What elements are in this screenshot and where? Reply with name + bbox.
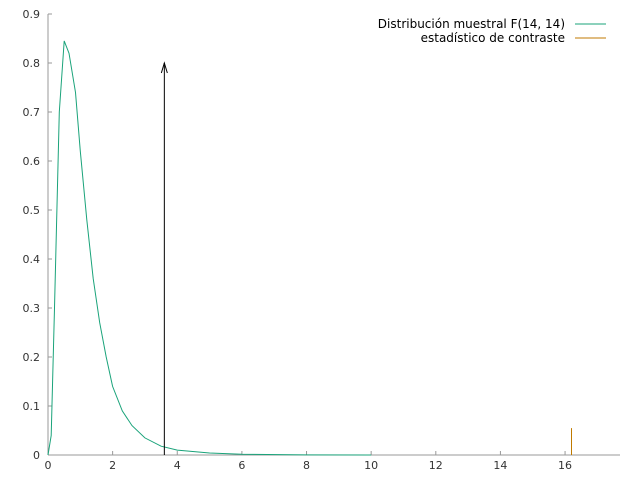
y-tick-label: 0 — [33, 449, 40, 462]
legend: Distribución muestral F(14, 14) estadíst… — [378, 17, 606, 45]
y-tick-label: 0.7 — [23, 106, 41, 119]
y-tick-label: 0.8 — [23, 57, 41, 70]
x-tick-label: 12 — [429, 459, 443, 472]
y-tick-label: 0.1 — [23, 400, 41, 413]
y-tick-label: 0.3 — [23, 302, 41, 315]
x-tick-label: 6 — [238, 459, 245, 472]
x-tick-label: 16 — [558, 459, 572, 472]
axes — [47, 14, 620, 456]
y-tick-label: 0.5 — [23, 204, 41, 217]
x-tick-label: 10 — [364, 459, 378, 472]
series-layer — [47, 40, 572, 456]
y-tick-label: 0.4 — [23, 253, 41, 266]
y-tick-label: 0.6 — [23, 155, 41, 168]
y-tick-label: 0.9 — [23, 8, 41, 21]
x-tick-label: 2 — [109, 459, 116, 472]
x-tick-label: 0 — [45, 459, 52, 472]
arrow-head-0 — [160, 61, 168, 74]
x-tick-label: 4 — [174, 459, 181, 472]
annotations — [160, 61, 168, 455]
legend-label-0: Distribución muestral F(14, 14) — [378, 17, 565, 31]
x-tick-label: 8 — [303, 459, 310, 472]
legend-label-1: estadístico de contraste — [421, 31, 565, 45]
x-tick-label: 14 — [493, 459, 507, 472]
y-tick-label: 0.2 — [23, 351, 41, 364]
ticks: 0 2 4 6 8 10 12 14 16 0 0.1 0.2 0.3 0.4 0.5 0.6 0.7 0.8 0.… — [23, 8, 573, 472]
series-line-0 — [47, 40, 372, 456]
